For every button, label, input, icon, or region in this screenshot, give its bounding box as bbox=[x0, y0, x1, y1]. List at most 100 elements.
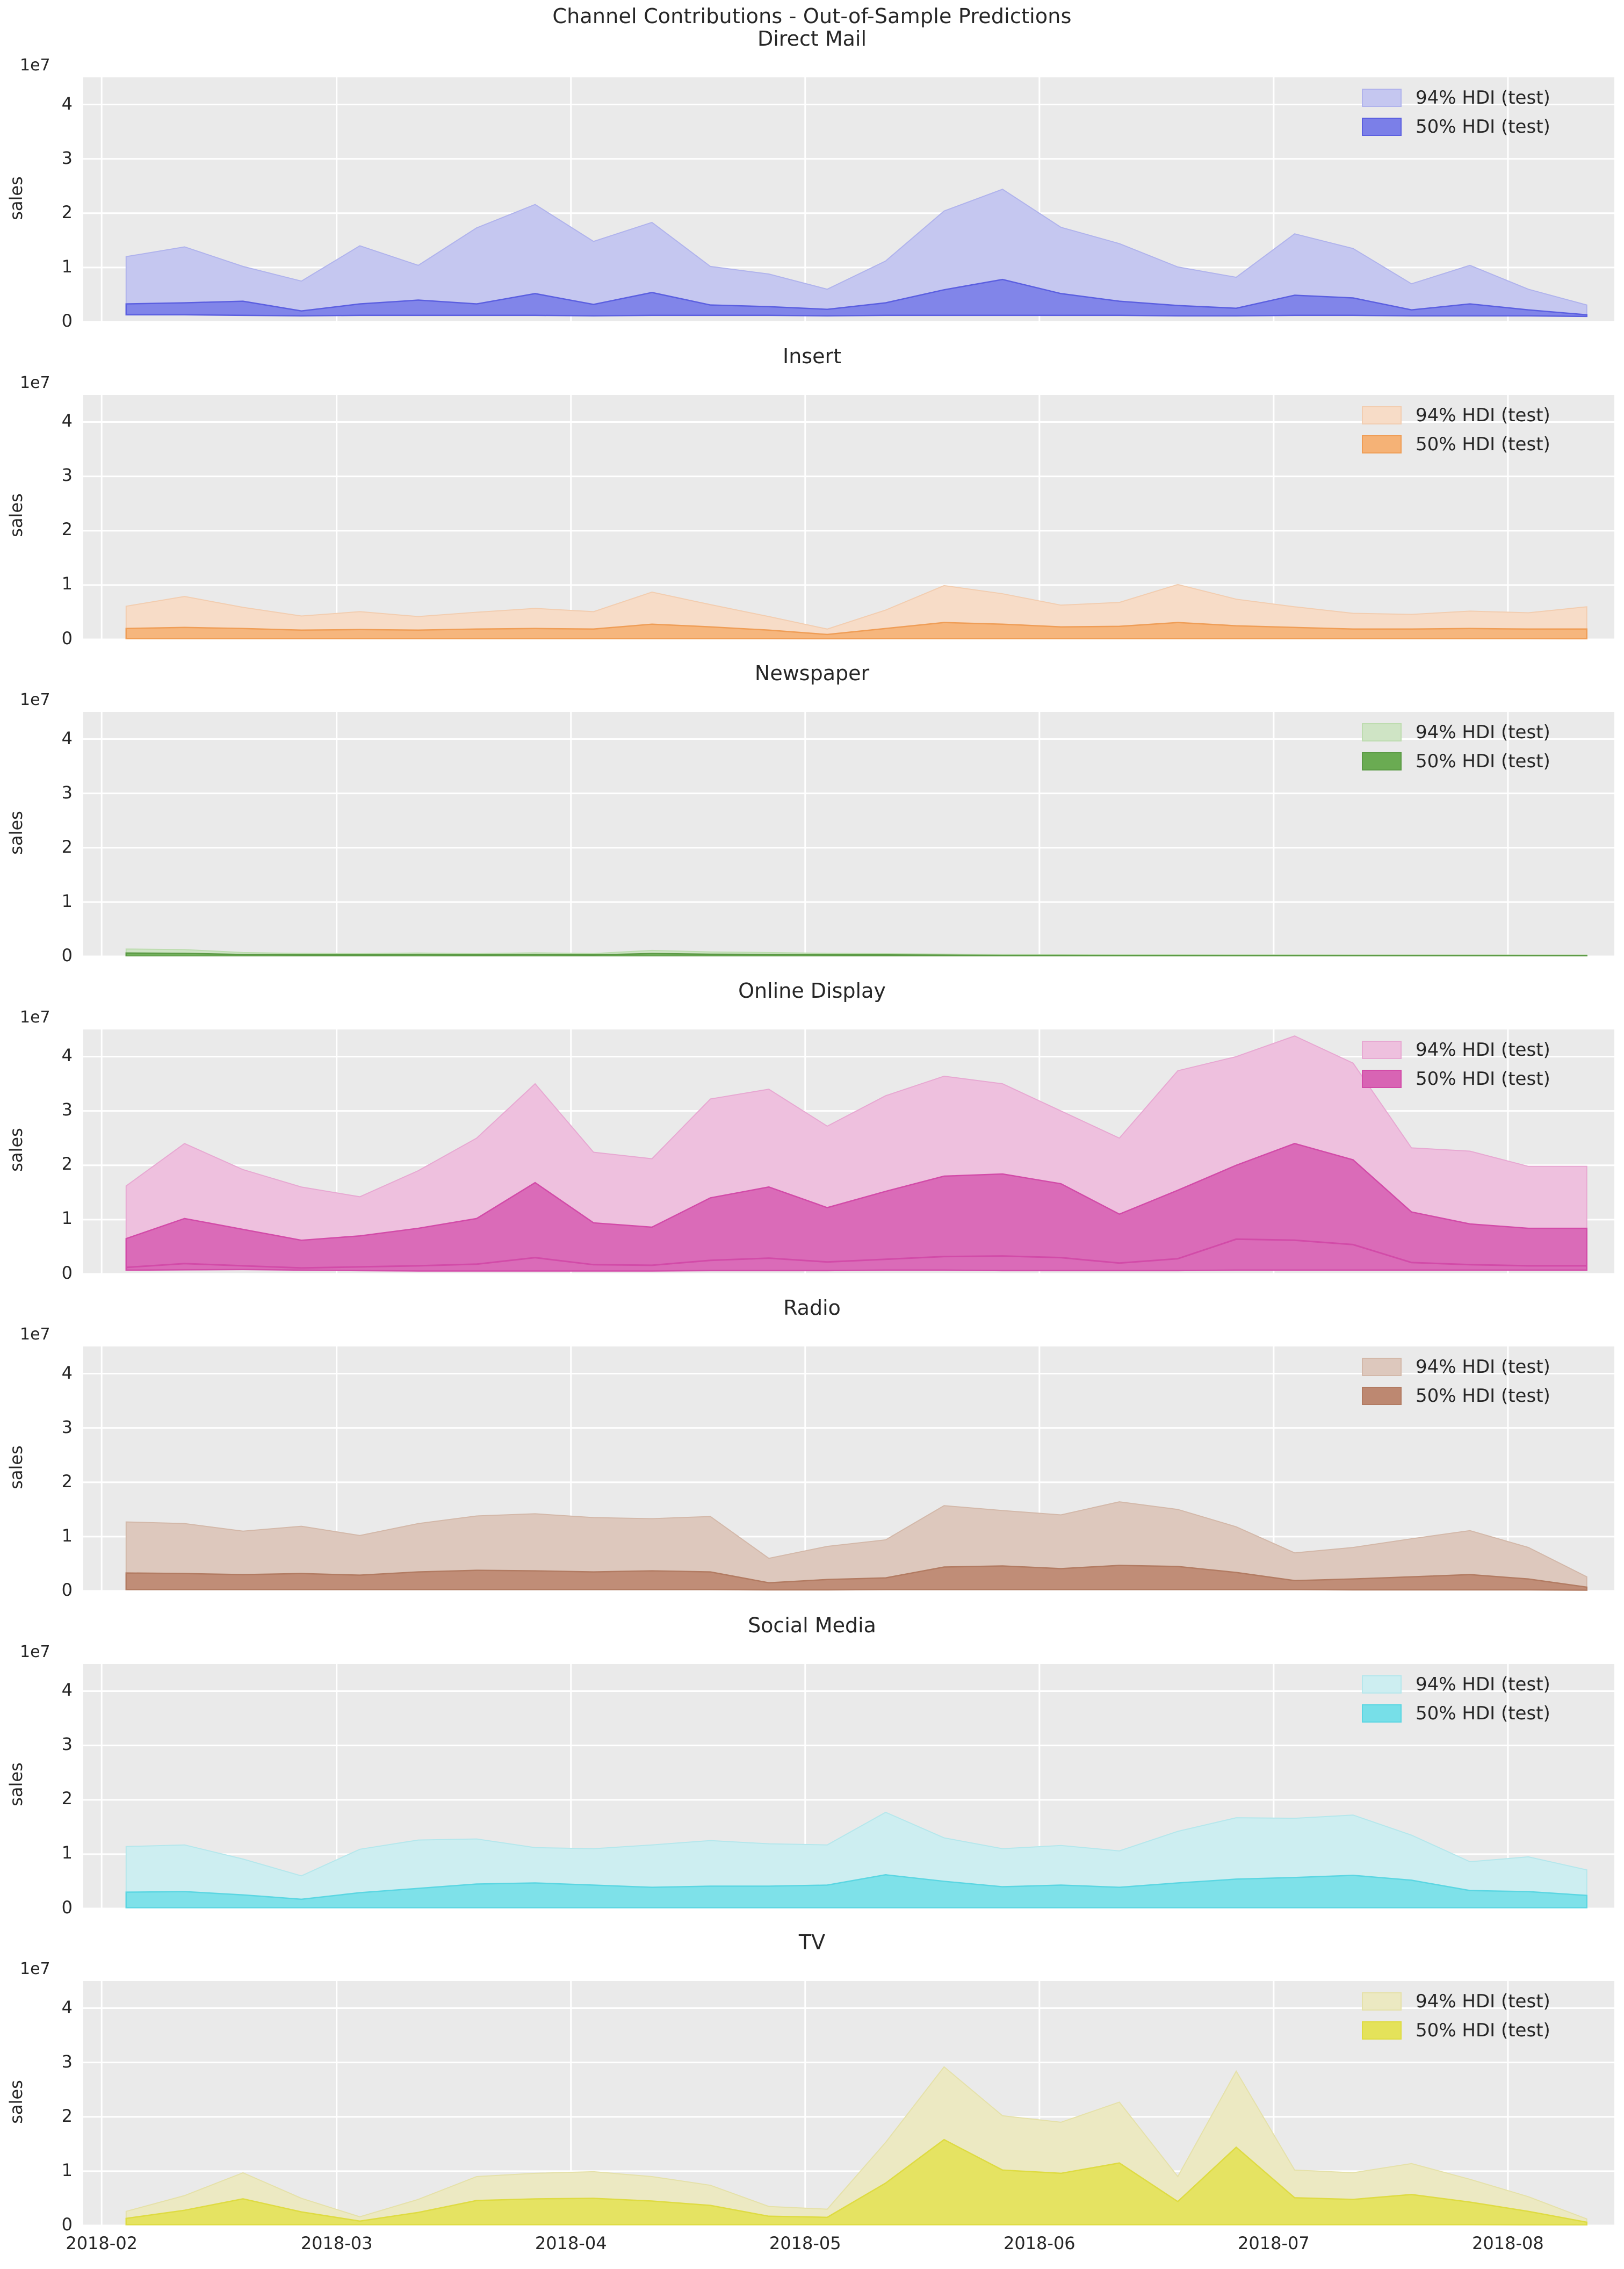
y-axis-offset-label: 1e7 bbox=[20, 56, 50, 75]
panel-direct-mail: Direct Mail 1e7 sales 0 1 2 3 4 94% HDI (test) 50… bbox=[0, 27, 1624, 331]
y-axis-label: sales bbox=[6, 810, 26, 855]
hdi-50-band bbox=[125, 621, 1587, 639]
legend: 94% HDI (test) 50% HDI (test) bbox=[1362, 1672, 1550, 1726]
legend-label-hdi50: 50% HDI (test) bbox=[1416, 433, 1550, 455]
legend: 94% HDI (test) 50% HDI (test) bbox=[1362, 1354, 1550, 1409]
panel-title: Online Display bbox=[738, 978, 886, 1003]
panel-newspaper: Newspaper 1e7 sales 0 1 2 3 4 94% HDI (test) 50% … bbox=[0, 661, 1624, 966]
y-tick-label: 4 bbox=[61, 1680, 73, 1701]
plot-area bbox=[83, 1981, 1614, 2225]
panel-title: TV bbox=[798, 1931, 826, 1954]
legend-swatch-hdi94 bbox=[1362, 1992, 1402, 2011]
legend-item-hdi50[interactable]: 50% HDI (test) bbox=[1362, 434, 1550, 455]
y-tick-label: 1 bbox=[61, 890, 73, 911]
legend-swatch-hdi50 bbox=[1362, 2021, 1402, 2040]
panel-social-media: Social Media 1e7 sales 0 1 2 3 4 94% HDI (test) 5… bbox=[0, 1613, 1624, 1918]
y-tick-label: 3 bbox=[61, 1734, 73, 1755]
series-canvas bbox=[83, 1981, 1614, 2225]
legend-item-hdi50[interactable]: 50% HDI (test) bbox=[1362, 2020, 1550, 2041]
legend-item-hdi50[interactable]: 50% HDI (test) bbox=[1362, 1385, 1550, 1407]
series-canvas bbox=[83, 77, 1614, 322]
y-axis-label: sales bbox=[6, 176, 26, 220]
legend: 94% HDI (test) 50% HDI (test) bbox=[1362, 402, 1550, 457]
y-tick-label: 1 bbox=[61, 1208, 73, 1229]
figure-suptitle: Channel Contributions - Out-of-Sample Pr… bbox=[552, 4, 1072, 28]
panel-title: Radio bbox=[783, 1296, 841, 1320]
plot-area bbox=[83, 1346, 1614, 1591]
y-tick-label: 0 bbox=[61, 311, 73, 331]
legend-label-hdi50: 50% HDI (test) bbox=[1416, 1385, 1550, 1407]
y-tick-label: 0 bbox=[61, 1580, 73, 1600]
hdi-50-band bbox=[125, 952, 1587, 956]
y-tick-label: 1 bbox=[61, 1525, 73, 1546]
plot-area bbox=[83, 1663, 1614, 1908]
y-axis-offset-label: 1e7 bbox=[20, 1960, 50, 1978]
legend-item-hdi50[interactable]: 50% HDI (test) bbox=[1362, 1703, 1550, 1724]
legend-label-hdi94: 94% HDI (test) bbox=[1416, 722, 1550, 743]
y-axis-label: sales bbox=[6, 1128, 26, 1172]
y-axis-offset-label: 1e7 bbox=[20, 1007, 50, 1027]
y-tick-label: 1 bbox=[61, 573, 73, 594]
series-canvas bbox=[83, 1029, 1614, 1274]
legend-item-hdi94[interactable]: 94% HDI (test) bbox=[1362, 1039, 1550, 1061]
plot-background bbox=[83, 394, 1614, 639]
legend-item-hdi94[interactable]: 94% HDI (test) bbox=[1362, 1991, 1550, 2012]
x-tick-label: 2018-06 bbox=[1003, 2233, 1076, 2253]
series-canvas bbox=[83, 394, 1614, 639]
legend-item-hdi94[interactable]: 94% HDI (test) bbox=[1362, 1356, 1550, 1378]
x-tick-label: 2018-05 bbox=[769, 2233, 841, 2253]
hdi-50-band bbox=[125, 2138, 1587, 2225]
legend-label-hdi50: 50% HDI (test) bbox=[1416, 1068, 1550, 1090]
legend-item-hdi94[interactable]: 94% HDI (test) bbox=[1362, 1674, 1550, 1695]
panel-tv: TV 1e7 sales 0 1 2 3 4 94% HDI (test) 50% HDI (te… bbox=[0, 1931, 1624, 2253]
legend-label-hdi94: 94% HDI (test) bbox=[1416, 1673, 1550, 1695]
y-tick-label: 3 bbox=[61, 782, 73, 803]
y-tick-label: 0 bbox=[61, 628, 73, 649]
panel-insert: Insert 1e7 sales 0 1 2 3 4 94% HDI (test) 50% HDI… bbox=[0, 344, 1624, 649]
legend-label-hdi50: 50% HDI (test) bbox=[1416, 2020, 1550, 2041]
legend-swatch-hdi94 bbox=[1362, 1040, 1402, 1059]
y-tick-label: 3 bbox=[61, 147, 73, 168]
plot-area bbox=[83, 77, 1614, 322]
y-axis-label: sales bbox=[6, 2079, 26, 2124]
y-tick-label: 4 bbox=[61, 410, 73, 431]
legend-swatch-hdi50 bbox=[1362, 118, 1402, 136]
y-tick-label: 4 bbox=[61, 1997, 73, 2018]
x-tick-label: 2018-08 bbox=[1472, 2233, 1544, 2253]
legend-label-hdi94: 94% HDI (test) bbox=[1416, 1356, 1550, 1378]
legend-item-hdi50[interactable]: 50% HDI (test) bbox=[1362, 116, 1550, 138]
series-canvas bbox=[83, 1346, 1614, 1591]
legend: 94% HDI (test) 50% HDI (test) bbox=[1362, 85, 1550, 140]
y-tick-label: 2 bbox=[61, 1154, 73, 1175]
legend-label-hdi94: 94% HDI (test) bbox=[1416, 404, 1550, 426]
y-tick-label: 2 bbox=[61, 201, 73, 222]
x-tick-label: 2018-02 bbox=[66, 2233, 138, 2253]
legend-item-hdi50[interactable]: 50% HDI (test) bbox=[1362, 1068, 1550, 1090]
y-tick-label: 2 bbox=[61, 2105, 73, 2126]
y-axis-label: sales bbox=[6, 1762, 26, 1806]
legend-item-hdi50[interactable]: 50% HDI (test) bbox=[1362, 751, 1550, 772]
legend-item-hdi94[interactable]: 94% HDI (test) bbox=[1362, 722, 1550, 743]
legend-item-hdi94[interactable]: 94% HDI (test) bbox=[1362, 87, 1550, 109]
hdi-94-band bbox=[125, 189, 1587, 316]
hdi-50-band bbox=[125, 278, 1587, 318]
y-tick-label: 0 bbox=[61, 945, 73, 966]
hdi-50-band bbox=[125, 1874, 1587, 1908]
legend-swatch-hdi50 bbox=[1362, 435, 1402, 453]
legend: 94% HDI (test) 50% HDI (test) bbox=[1362, 1989, 1550, 2043]
y-tick-label: 3 bbox=[61, 465, 73, 486]
legend-item-hdi94[interactable]: 94% HDI (test) bbox=[1362, 405, 1550, 426]
legend-swatch-hdi50 bbox=[1362, 1069, 1402, 1088]
legend-label-hdi50: 50% HDI (test) bbox=[1416, 1702, 1550, 1724]
series-canvas bbox=[83, 712, 1614, 956]
x-tick-label: 2018-03 bbox=[300, 2233, 373, 2253]
legend-swatch-hdi94 bbox=[1362, 406, 1402, 424]
panel-radio: Radio 1e7 sales 0 1 2 3 4 94% HDI (test) 50% HDI … bbox=[0, 1296, 1624, 1600]
legend-label-hdi94: 94% HDI (test) bbox=[1416, 1991, 1550, 2012]
panel-title: Insert bbox=[783, 344, 841, 368]
y-tick-label: 2 bbox=[61, 1471, 73, 1492]
y-axis-offset-label: 1e7 bbox=[20, 373, 50, 392]
y-tick-label: 1 bbox=[61, 1842, 73, 1863]
y-axis-offset-label: 1e7 bbox=[20, 1642, 50, 1661]
